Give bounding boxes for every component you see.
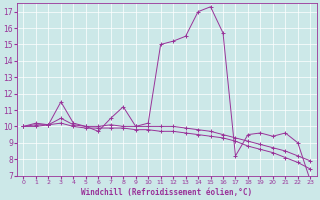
X-axis label: Windchill (Refroidissement éolien,°C): Windchill (Refroidissement éolien,°C) [81, 188, 252, 197]
